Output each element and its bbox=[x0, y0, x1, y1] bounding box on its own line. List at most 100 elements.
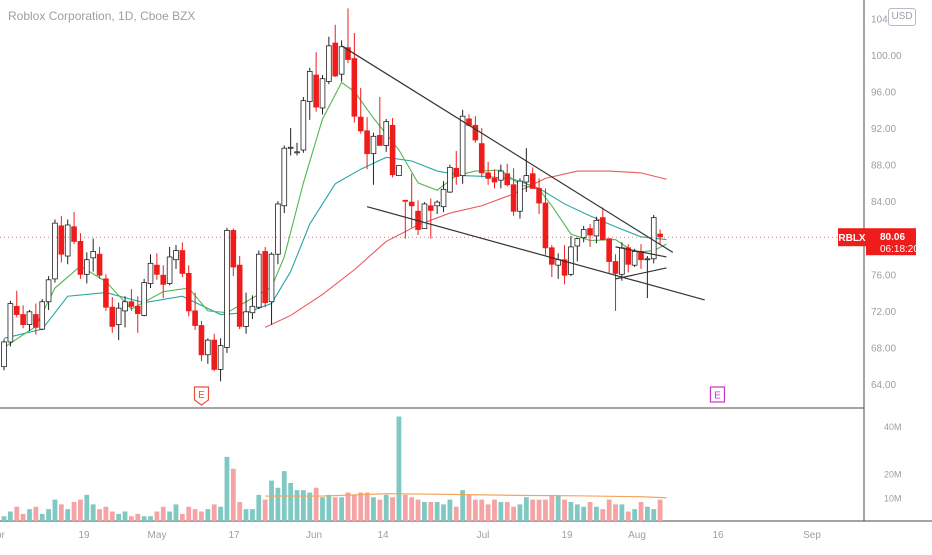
volume-bar bbox=[14, 506, 20, 521]
volume-bar bbox=[326, 494, 332, 521]
candle-up bbox=[84, 252, 90, 284]
candle-down bbox=[230, 228, 237, 277]
candle-up bbox=[459, 109, 466, 184]
candle-up bbox=[580, 225, 587, 243]
candle-down bbox=[262, 246, 268, 308]
candle-down bbox=[20, 305, 26, 329]
candle-down bbox=[77, 233, 84, 279]
candle-body bbox=[281, 147, 288, 207]
volume-tick-label: 10M bbox=[884, 493, 902, 503]
earnings-label: E bbox=[714, 391, 721, 402]
candle-up bbox=[141, 278, 147, 317]
candle-up bbox=[281, 145, 288, 214]
candle-body bbox=[173, 250, 179, 261]
candle-body bbox=[619, 247, 625, 275]
volume-bar bbox=[644, 506, 650, 521]
volume-bar bbox=[625, 511, 631, 521]
candle-body bbox=[255, 253, 262, 308]
candle-body bbox=[364, 130, 370, 155]
volume-bar bbox=[39, 513, 45, 521]
volume-bar bbox=[154, 511, 160, 521]
volume-bar bbox=[536, 499, 542, 521]
ma-fast-line bbox=[3, 81, 667, 348]
candle-up bbox=[319, 75, 326, 115]
candle-body bbox=[179, 250, 186, 274]
volume-bar bbox=[84, 494, 90, 521]
candle-body bbox=[357, 116, 364, 132]
candle-up bbox=[7, 300, 14, 347]
candle-up bbox=[447, 164, 453, 193]
volume-tick-label: 20M bbox=[884, 470, 902, 480]
candle-up bbox=[39, 298, 46, 331]
volume-bar bbox=[364, 492, 370, 521]
candle-down bbox=[236, 256, 243, 330]
candle-up bbox=[396, 165, 402, 177]
candle-down bbox=[332, 24, 339, 77]
candle-up bbox=[26, 309, 33, 331]
price-tick-label: 88.00 bbox=[871, 161, 896, 172]
volume-bar bbox=[109, 511, 115, 521]
volume-bar bbox=[377, 499, 383, 521]
volume-bar bbox=[345, 492, 351, 521]
currency-badge[interactable]: USD bbox=[888, 8, 916, 26]
volume-moving-average bbox=[265, 493, 667, 499]
volume-bar bbox=[568, 502, 574, 521]
volume-bar bbox=[250, 509, 255, 521]
volume-bar bbox=[135, 513, 141, 521]
candle-up bbox=[523, 148, 530, 193]
volume-bar bbox=[479, 499, 485, 521]
candle-body bbox=[205, 339, 211, 356]
volume-bar bbox=[581, 506, 587, 521]
candle-body bbox=[192, 310, 198, 326]
volume-bar bbox=[218, 506, 223, 521]
volume-bar bbox=[613, 504, 618, 521]
price-tick-label: 92.00 bbox=[871, 124, 896, 135]
candle-body bbox=[185, 273, 192, 312]
volume-bar bbox=[441, 504, 446, 521]
candle-down bbox=[198, 320, 205, 362]
volume-bar bbox=[71, 502, 77, 521]
candle-up bbox=[326, 36, 332, 85]
earnings-label: E bbox=[198, 390, 205, 401]
candle-down bbox=[357, 87, 364, 134]
candle-up bbox=[383, 118, 389, 152]
candle-body bbox=[141, 282, 147, 316]
candle-body bbox=[103, 278, 109, 308]
price-tick-label: 96.00 bbox=[871, 88, 896, 99]
price-tag-bg bbox=[866, 228, 916, 256]
time-tick-label: 17 bbox=[228, 530, 240, 541]
candle-down bbox=[561, 245, 568, 285]
candle-down bbox=[154, 253, 160, 280]
candle-body bbox=[580, 229, 587, 239]
candle-body bbox=[599, 217, 606, 240]
volume-bar bbox=[498, 502, 504, 521]
volume-bar bbox=[256, 494, 262, 521]
volume-bar bbox=[632, 509, 638, 521]
volume-bar bbox=[46, 509, 51, 521]
volume-bar bbox=[160, 506, 166, 521]
candle-down bbox=[542, 188, 549, 256]
grid-lines bbox=[0, 0, 932, 522]
trendlines[interactable] bbox=[341, 45, 705, 301]
candle-body bbox=[396, 165, 402, 177]
candle-body bbox=[440, 188, 447, 208]
price-tick-label: 104.00 bbox=[871, 14, 902, 25]
candle-body bbox=[166, 256, 173, 284]
candle-body bbox=[338, 46, 345, 75]
candle-body bbox=[625, 247, 632, 265]
candle-down bbox=[402, 199, 409, 239]
candle-body bbox=[377, 134, 383, 146]
price-tick-label: 68.00 bbox=[871, 343, 896, 354]
volume-bar bbox=[148, 516, 153, 521]
volume-bar bbox=[332, 497, 338, 521]
volume-bar bbox=[383, 494, 389, 521]
candle-body bbox=[71, 226, 77, 242]
candle-body bbox=[351, 58, 358, 117]
candle-up bbox=[52, 219, 58, 283]
candle-up bbox=[147, 254, 154, 289]
volume-bar bbox=[485, 504, 491, 521]
candle-body bbox=[39, 301, 46, 330]
